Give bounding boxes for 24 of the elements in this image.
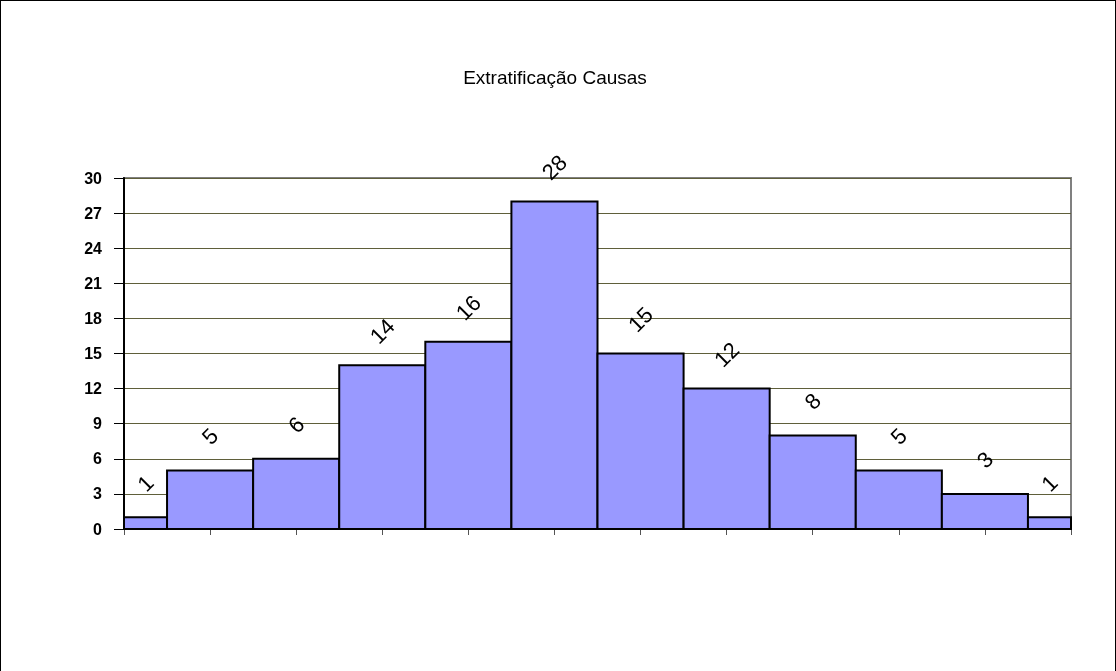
y-tick-label: 0 [93, 520, 103, 538]
y-tick-label: 3 [93, 485, 103, 503]
y-tick-label: 9 [93, 415, 103, 433]
data-label: 8 [799, 388, 826, 415]
data-label: 14 [364, 313, 400, 349]
y-tick-label: 24 [84, 239, 103, 257]
data-label: 16 [450, 290, 486, 326]
data-label: 12 [709, 337, 745, 373]
data-label: 15 [623, 302, 659, 337]
data-label: 6 [283, 411, 310, 438]
y-tick-label: 6 [93, 450, 103, 468]
y-tick-label: 18 [84, 309, 103, 327]
y-tick-label: 15 [84, 345, 103, 362]
data-label: 5 [885, 423, 912, 450]
data-label: 1 [132, 470, 159, 497]
data-label: 5 [196, 423, 224, 450]
y-tick-label: 27 [84, 204, 103, 222]
data-label: 28 [536, 149, 572, 185]
y-tick-label: 30 [84, 169, 103, 187]
y-tick-label: 21 [84, 274, 103, 292]
data-label: 3 [971, 446, 999, 474]
data-label: 1 [1036, 470, 1063, 497]
chart-title: Extratificação Causas [463, 67, 647, 88]
y-tick-label: 12 [84, 380, 103, 398]
